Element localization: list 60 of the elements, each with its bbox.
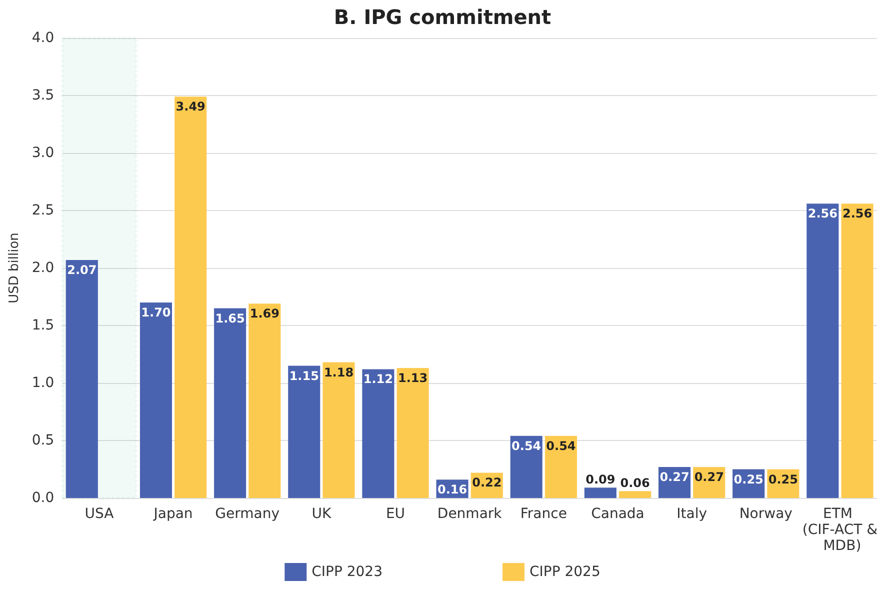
data-label: 0.09	[586, 472, 616, 487]
x-tick-label: EU	[386, 506, 406, 522]
bar	[806, 204, 839, 498]
data-label: 0.16	[437, 482, 468, 497]
x-tick-label: Norway	[739, 506, 792, 522]
data-label: 1.65	[215, 311, 245, 326]
bar	[510, 436, 542, 498]
x-tick-label: UK	[312, 506, 332, 522]
data-label: 0.54	[512, 438, 542, 453]
x-tick-label: USA	[84, 506, 114, 522]
bar	[544, 436, 577, 498]
y-tick-label: 2.0	[32, 260, 54, 276]
bar	[248, 304, 281, 498]
x-tick-label: France	[520, 506, 567, 522]
bar	[214, 308, 246, 498]
data-label: 1.69	[250, 306, 280, 321]
data-label: 3.49	[176, 100, 206, 114]
chart-title: B. IPG commitment	[334, 5, 552, 29]
data-label: 1.12	[363, 372, 394, 386]
data-label: 1.70	[141, 306, 171, 320]
data-label: 1.18	[324, 365, 354, 380]
data-label: 0.54	[546, 438, 576, 453]
x-tick-label: Denmark	[437, 506, 503, 522]
y-tick-label: 3.5	[32, 88, 54, 104]
y-tick-label: 0.0	[32, 490, 54, 506]
data-label: 0.25	[768, 472, 798, 486]
y-axis-title: USD billion	[7, 232, 22, 304]
bar	[322, 362, 355, 498]
x-tick-label: Italy	[676, 506, 707, 522]
data-label: 0.27	[694, 470, 724, 484]
data-label: 1.15	[289, 368, 319, 383]
x-tick-label: Canada	[591, 506, 644, 522]
x-tick-label: ETM (CIF-ACT & MDB)	[802, 506, 878, 554]
bar	[288, 366, 320, 498]
data-label: 2.56	[842, 206, 872, 221]
legend-label: CIPP 2025	[530, 564, 600, 580]
bar	[584, 488, 616, 498]
legend-label: CIPP 2023	[312, 564, 383, 580]
x-tick-label: Germany	[215, 506, 280, 522]
data-label: 1.13	[398, 371, 428, 386]
data-label: 0.25	[734, 472, 764, 486]
y-tick-label: 4.0	[32, 30, 54, 46]
y-tick-label: 0.5	[32, 432, 54, 448]
data-label: 0.22	[472, 476, 502, 490]
y-tick-label: 1.5	[32, 318, 54, 334]
bar	[841, 204, 874, 498]
bar	[396, 368, 429, 498]
y-tick-label: 3.0	[32, 145, 54, 161]
data-label: 0.06	[620, 476, 650, 490]
data-label: 2.07	[67, 262, 97, 277]
bar	[619, 491, 652, 498]
y-tick-label: 1.0	[32, 375, 54, 391]
data-label: 0.27	[660, 470, 690, 484]
y-tick-label: 2.5	[32, 202, 54, 218]
bar	[66, 260, 98, 498]
data-label: 2.56	[808, 206, 838, 221]
bar	[362, 369, 394, 498]
bar	[174, 96, 207, 498]
bar	[140, 302, 172, 498]
x-tick-label: Japan	[152, 506, 193, 522]
